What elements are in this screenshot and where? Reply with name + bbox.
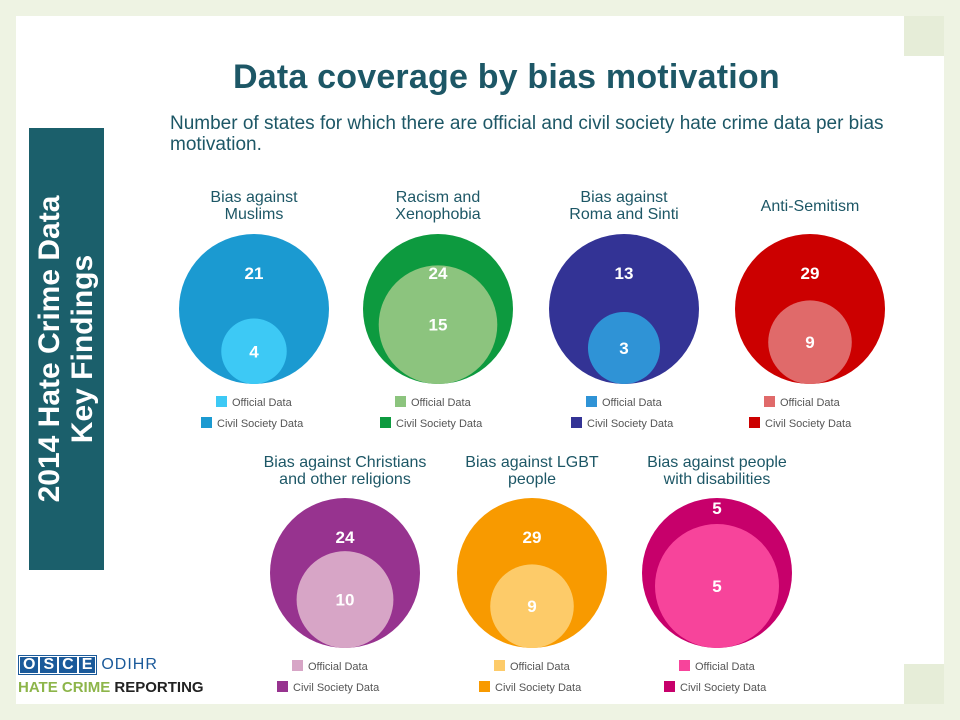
official-data-bubble <box>768 300 852 384</box>
official-data-bubble <box>490 564 574 649</box>
official-data-bubble <box>587 311 661 384</box>
bubble-chart-label-line: Bias against LGBT <box>465 454 599 471</box>
legend-swatch-civil <box>201 417 212 428</box>
civil-society-value-label: 29 <box>801 264 820 283</box>
osce-letter-o: O <box>20 657 39 673</box>
side-banner <box>29 128 104 570</box>
osce-letter-s: S <box>40 657 58 673</box>
civil-society-value-label: 24 <box>336 528 355 547</box>
osce-odihr-logo: O S C E ODIHR HATE CRIME REPORTING <box>18 655 204 696</box>
legend-label-official: Official Data <box>695 661 756 673</box>
bubble-chart-label-line: Bias against people <box>647 454 787 471</box>
legend-label-official: Official Data <box>308 661 369 673</box>
legend-swatch-civil <box>380 417 391 428</box>
legend-label-civil: Civil Society Data <box>495 682 582 694</box>
official-value-label: 9 <box>805 333 814 352</box>
bubble-chart-label-line: with disabilities <box>663 471 771 488</box>
official-data-bubble <box>221 318 287 384</box>
official-value-label: 15 <box>429 316 448 335</box>
chart-subtitle: Number of states for which there are off… <box>170 113 884 155</box>
legend-label-official: Official Data <box>602 397 663 409</box>
legend-label-civil: Civil Society Data <box>293 682 380 694</box>
legend-label-official: Official Data <box>232 397 293 409</box>
legend-label-civil: Civil Society Data <box>396 418 483 430</box>
legend-swatch-civil <box>571 417 582 428</box>
legend-swatch-civil <box>277 681 288 692</box>
legend-swatch-official <box>216 396 227 407</box>
bubble-chart-label-line: and other religions <box>279 471 411 488</box>
legend-label-civil: Civil Society Data <box>680 682 767 694</box>
civil-society-value-label: 13 <box>615 264 634 283</box>
official-value-label: 4 <box>249 342 259 361</box>
bubble-chart-label-line: Anti-Semitism <box>761 198 860 215</box>
official-value-label: 9 <box>527 597 536 616</box>
hate-crime-text: HATE CRIME <box>18 679 111 696</box>
legend-label-official: Official Data <box>411 397 472 409</box>
bubble-chart-label-line: Racism and <box>396 189 480 206</box>
legend-label-civil: Civil Society Data <box>587 418 674 430</box>
official-value-label: 3 <box>619 339 628 358</box>
legend-swatch-official <box>586 396 597 407</box>
bubble-chart-label-line: Bias against <box>210 189 298 206</box>
civil-society-bubble <box>549 234 699 384</box>
odihr-text: ODIHR <box>101 656 158 673</box>
page-title: Data coverage by bias motivation <box>233 58 780 96</box>
civil-society-value-label: 24 <box>429 264 448 283</box>
osce-letter-e: E <box>78 657 96 673</box>
official-value-label: 10 <box>336 591 355 610</box>
bubble-chart-label-line: Xenophobia <box>395 206 481 223</box>
bubble-chart-label-line: Bias against Christians <box>264 454 427 471</box>
bubble-chart-4: Anti-Semitism 29 9 Official Data Civil Socie… <box>735 198 885 430</box>
official-data-bubble <box>296 551 394 648</box>
legend-swatch-official <box>764 396 775 407</box>
legend-swatch-official <box>494 660 505 671</box>
legend-swatch-civil <box>479 681 490 692</box>
legend-label-civil: Civil Society Data <box>765 418 852 430</box>
official-value-label: 5 <box>712 577 721 596</box>
bubble-chart-label-line: people <box>508 471 556 488</box>
official-data-bubble <box>655 524 779 648</box>
legend-label-civil: Civil Society Data <box>217 418 304 430</box>
reporting-text: REPORTING <box>114 679 204 696</box>
legend-label-official: Official Data <box>780 397 841 409</box>
official-data-bubble <box>378 265 498 385</box>
legend-swatch-official <box>395 396 406 407</box>
civil-society-bubble <box>179 234 329 384</box>
osce-letter-c: C <box>59 657 77 673</box>
legend-swatch-civil <box>664 681 675 692</box>
osce-letters: O S C E <box>18 655 98 675</box>
legend-swatch-civil <box>749 417 760 428</box>
frame-corner-bottom-right <box>904 664 944 704</box>
frame-corner-top-right <box>904 16 944 56</box>
bubble-chart-label-line: Roma and Sinti <box>569 206 678 223</box>
bubble-chart-label-line: Muslims <box>225 206 284 223</box>
legend-swatch-official <box>679 660 690 671</box>
civil-society-value-label: 21 <box>245 264 264 283</box>
bubble-chart-label-line: Bias against <box>580 189 668 206</box>
civil-society-value-label: 5 <box>712 499 721 518</box>
legend-swatch-official <box>292 660 303 671</box>
civil-society-value-label: 29 <box>523 528 542 547</box>
legend-label-official: Official Data <box>510 661 571 673</box>
